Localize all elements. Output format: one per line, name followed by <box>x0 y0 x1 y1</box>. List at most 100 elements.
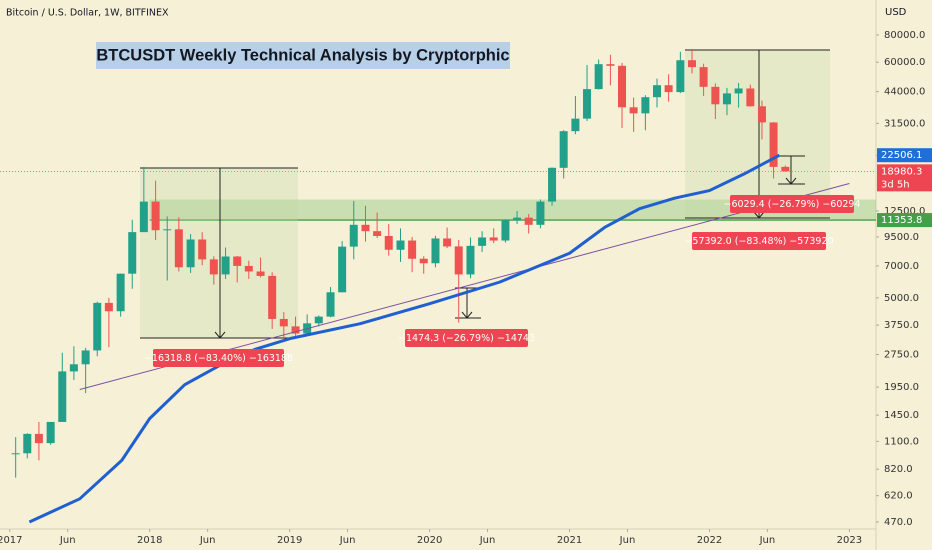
candle-body <box>163 229 172 231</box>
candle-body <box>256 271 265 276</box>
candle-body <box>676 60 685 93</box>
candle-body <box>46 421 55 444</box>
price-marker-label: 11353.8 <box>881 215 922 226</box>
title-box <box>96 42 510 69</box>
y-tick-label: 9500.0 <box>884 232 919 243</box>
y-tick-label: 60000.0 <box>884 57 925 68</box>
y-tick-label: 1950.0 <box>884 382 919 393</box>
candle-body <box>501 220 510 241</box>
x-tick-label: Jun <box>479 535 496 546</box>
x-tick-label: 2020 <box>417 535 442 546</box>
measure-label-box <box>405 329 528 347</box>
candle-body <box>268 275 277 319</box>
candle-body <box>781 166 790 172</box>
candle-body <box>524 217 533 225</box>
measure-label-box <box>153 349 284 367</box>
x-tick-label: 2017 <box>0 535 23 546</box>
candle-body <box>769 122 778 167</box>
candle-body <box>198 239 207 260</box>
candle-body <box>734 88 743 94</box>
candle-body <box>478 237 487 246</box>
candle-body <box>641 97 650 114</box>
measure-arrowhead <box>785 177 797 185</box>
candle-body <box>116 273 125 312</box>
measure-arrowhead <box>214 331 226 339</box>
candle-body <box>571 118 580 132</box>
measure-arrowhead <box>461 311 473 319</box>
x-tick-label: 2021 <box>557 535 582 546</box>
candle-body <box>408 240 417 259</box>
candle-body <box>757 106 766 123</box>
y-tick-label: 80000.0 <box>884 30 925 41</box>
candle-body <box>349 224 358 247</box>
candle-body <box>594 64 603 90</box>
candle-body <box>722 93 731 105</box>
candle-body <box>548 167 557 202</box>
candle-body <box>128 232 137 274</box>
measure-label-box <box>730 195 854 213</box>
y-tick-label: 820.0 <box>884 464 913 475</box>
candle-body <box>711 86 720 105</box>
candle-body <box>151 201 160 231</box>
candle-body <box>81 350 90 365</box>
candle-body <box>326 292 335 317</box>
price-marker-label: 18980.3 <box>881 166 922 177</box>
candle-body <box>244 265 253 272</box>
candle-body <box>687 60 696 68</box>
candle-body <box>583 89 592 119</box>
price-marker-box <box>877 148 932 163</box>
y-tick-label: 1100.0 <box>884 436 919 447</box>
candle-body <box>513 217 522 221</box>
candle-body <box>139 201 148 233</box>
candle-body <box>536 201 545 225</box>
candle-body <box>629 107 638 114</box>
candle-body <box>373 231 382 236</box>
support-zone <box>149 199 876 221</box>
moving-average <box>28 153 781 524</box>
candle-body <box>209 259 218 275</box>
candle-body <box>664 85 673 93</box>
y-tick-label: 7000.0 <box>884 261 919 272</box>
candle-body <box>431 238 440 264</box>
unit-label: USD <box>885 7 907 18</box>
candle-body <box>279 318 288 327</box>
y-tick-label: 620.0 <box>884 491 913 502</box>
price-marker-countdown: 3d 5h <box>881 179 910 190</box>
candle-body <box>58 371 67 422</box>
candle-body <box>221 256 230 275</box>
candle-body <box>23 433 32 454</box>
y-tick-label: 470.0 <box>884 517 913 528</box>
y-tick-label: 44000.0 <box>884 87 925 98</box>
candle-body <box>454 246 463 275</box>
price-marker-label: 22506.1 <box>881 150 922 161</box>
measure-label: −57392.0 (−83.48%) −573920 <box>684 236 833 247</box>
measure-label-box <box>692 232 826 250</box>
candle-body <box>396 240 405 250</box>
candle-body <box>104 302 113 312</box>
candle-body <box>466 245 475 275</box>
candle-body <box>174 229 183 268</box>
y-tick-label: 5000.0 <box>884 293 919 304</box>
candle-body <box>233 256 242 266</box>
candle-body <box>11 453 20 455</box>
measure-label: −16318.8 (−83.40%) −163188 <box>144 353 293 364</box>
candle-body <box>489 237 498 241</box>
x-tick-label: 2023 <box>837 535 862 546</box>
candle-body <box>606 64 615 66</box>
candle-body <box>384 235 393 250</box>
candle-body <box>618 65 627 108</box>
x-tick-label: Jun <box>759 535 776 546</box>
y-tick-label: 31500.0 <box>884 118 925 129</box>
candle-body <box>559 131 568 168</box>
x-tick-label: 2018 <box>137 535 162 546</box>
y-tick-label: 1450.0 <box>884 410 919 421</box>
candle-body <box>291 326 300 334</box>
candle-body <box>746 88 755 107</box>
x-tick-label: Jun <box>339 535 356 546</box>
candle-body <box>93 302 102 351</box>
measure-label: −6029.4 (−26.79%) −60294 <box>723 199 860 210</box>
x-tick-label: Jun <box>199 535 216 546</box>
candle-body <box>361 224 370 232</box>
measure-label: −1474.3 (−26.79%) −14743 <box>398 333 535 344</box>
